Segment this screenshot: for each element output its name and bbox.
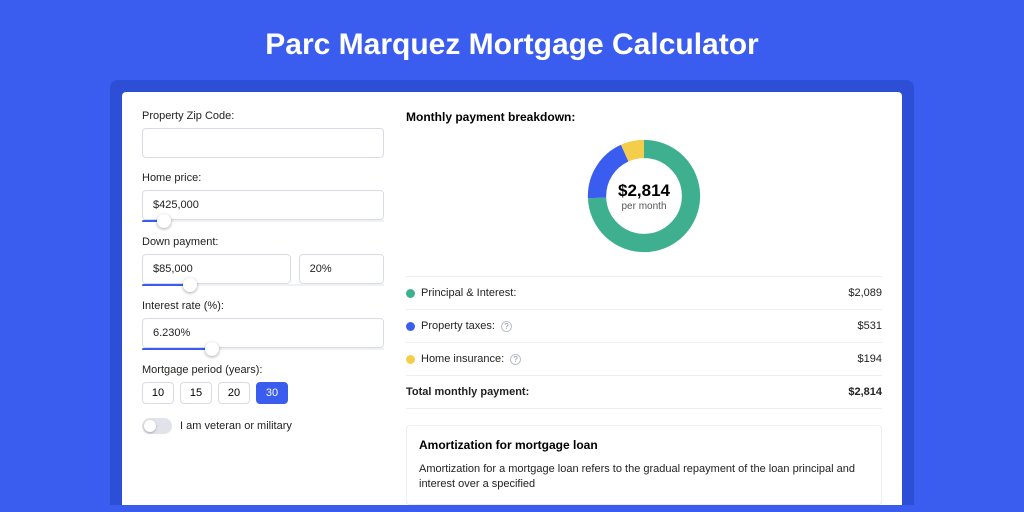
rate-group: Interest rate (%): — [142, 300, 384, 350]
breakdown-title: Monthly payment breakdown: — [406, 110, 882, 124]
down-slider-thumb[interactable] — [183, 278, 197, 292]
amortization-text: Amortization for a mortgage loan refers … — [419, 462, 869, 492]
down-slider[interactable] — [142, 284, 384, 286]
zip-label: Property Zip Code: — [142, 110, 384, 122]
breakdown-row-label: Property taxes:? — [406, 320, 512, 332]
legend-dot — [406, 322, 415, 331]
legend-dot — [406, 289, 415, 298]
down-pct-input[interactable] — [299, 254, 384, 284]
breakdown-row-label: Home insurance:? — [406, 353, 521, 365]
breakdown-row-value: $2,089 — [848, 287, 882, 299]
page-title: Parc Marquez Mortgage Calculator — [0, 0, 1024, 80]
donut-center: $2,814 per month — [582, 134, 706, 258]
rate-input[interactable] — [142, 318, 384, 348]
donut-amount: $2,814 — [618, 181, 670, 201]
breakdown-row-label: Principal & Interest: — [406, 287, 516, 299]
veteran-toggle[interactable] — [142, 418, 172, 434]
donut-wrap: $2,814 per month — [406, 134, 882, 258]
breakdown-row: Principal & Interest: $2,089 — [406, 276, 882, 309]
form-column: Property Zip Code: Home price: Down paym… — [142, 110, 384, 505]
breakdown-row-value: $531 — [858, 320, 882, 332]
period-label: Mortgage period (years): — [142, 364, 384, 376]
down-group: Down payment: — [142, 236, 384, 286]
down-input[interactable] — [142, 254, 291, 284]
period-button-30[interactable]: 30 — [256, 382, 288, 404]
price-slider-thumb[interactable] — [157, 214, 171, 228]
total-label: Total monthly payment: — [406, 386, 529, 398]
total-value: $2,814 — [848, 386, 882, 398]
period-button-10[interactable]: 10 — [142, 382, 174, 404]
period-group: Mortgage period (years): 10 15 20 30 — [142, 364, 384, 404]
amortization-box: Amortization for mortgage loan Amortizat… — [406, 425, 882, 505]
amortization-title: Amortization for mortgage loan — [419, 438, 869, 452]
price-group: Home price: — [142, 172, 384, 222]
price-label: Home price: — [142, 172, 384, 184]
price-slider[interactable] — [142, 220, 384, 222]
period-button-15[interactable]: 15 — [180, 382, 212, 404]
price-input[interactable] — [142, 190, 384, 220]
veteran-row: I am veteran or military — [142, 418, 384, 434]
zip-group: Property Zip Code: — [142, 110, 384, 158]
card-outer: Property Zip Code: Home price: Down paym… — [110, 80, 914, 505]
rate-label: Interest rate (%): — [142, 300, 384, 312]
veteran-label: I am veteran or military — [180, 420, 292, 432]
period-row: 10 15 20 30 — [142, 382, 384, 404]
rate-slider-fill — [142, 348, 212, 350]
down-label: Down payment: — [142, 236, 384, 248]
breakdown-column: Monthly payment breakdown: $2,814 per mo… — [406, 110, 882, 505]
period-button-20[interactable]: 20 — [218, 382, 250, 404]
donut-chart: $2,814 per month — [582, 134, 706, 258]
breakdown-row: Property taxes:? $531 — [406, 309, 882, 342]
calculator-card: Property Zip Code: Home price: Down paym… — [122, 92, 902, 505]
total-row: Total monthly payment: $2,814 — [406, 375, 882, 409]
rate-slider-thumb[interactable] — [205, 342, 219, 356]
breakdown-row: Home insurance:? $194 — [406, 342, 882, 375]
breakdown-row-value: $194 — [858, 353, 882, 365]
zip-input[interactable] — [142, 128, 384, 158]
help-icon[interactable]: ? — [510, 354, 521, 365]
donut-sub: per month — [621, 201, 666, 212]
rate-slider[interactable] — [142, 348, 384, 350]
help-icon[interactable]: ? — [501, 321, 512, 332]
legend-dot — [406, 355, 415, 364]
